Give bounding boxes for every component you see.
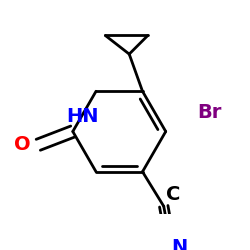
Text: HN: HN — [66, 107, 99, 126]
Text: Br: Br — [198, 104, 222, 122]
Text: O: O — [14, 135, 30, 154]
Text: N: N — [172, 238, 188, 250]
Text: C: C — [166, 184, 181, 204]
